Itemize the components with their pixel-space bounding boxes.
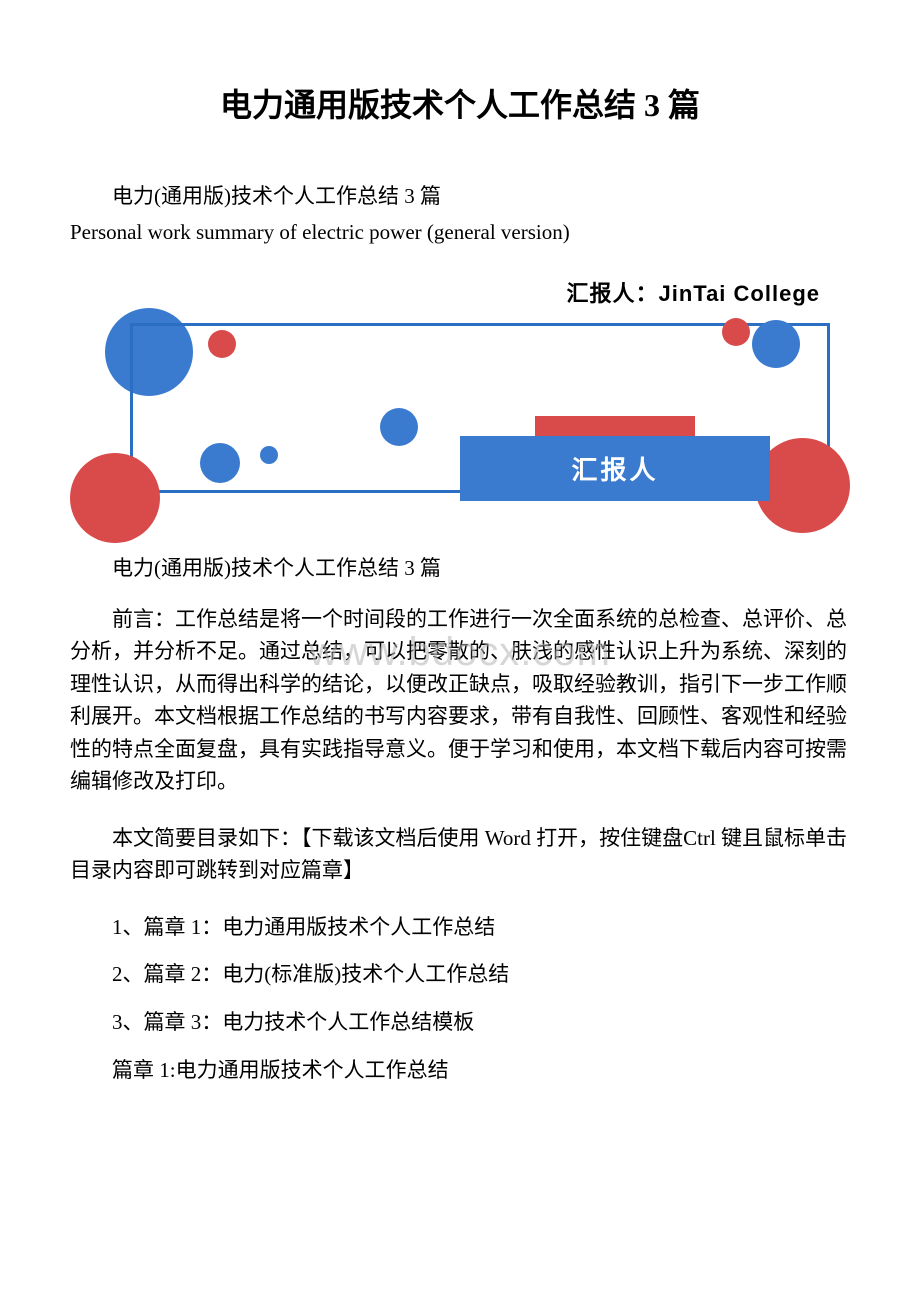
page-title: 电力通用版技术个人工作总结 3 篇 (70, 80, 850, 126)
circle-blue (260, 446, 278, 464)
reporter-line: 汇报人：JinTai College (566, 276, 820, 308)
circle-red (70, 453, 160, 543)
subtitle-english: Personal work summary of electric power … (70, 217, 850, 249)
subtitle-chinese: 电力(通用版)技术个人工作总结 3 篇 (70, 181, 850, 213)
toc-item: 3、篇章 3：电力技术个人工作总结模板 (70, 1006, 850, 1040)
toc-item: 2、篇章 2：电力(标准版)技术个人工作总结 (70, 958, 850, 992)
toc-item: 1、篇章 1：电力通用版技术个人工作总结 (70, 911, 850, 945)
section-heading: 电力(通用版)技术个人工作总结 3 篇 (70, 553, 850, 585)
toc-intro: 本文简要目录如下：【下载该文档后使用 Word 打开，按住键盘Ctrl 键且鼠标… (70, 822, 850, 887)
circle-blue (380, 408, 418, 446)
circle-red (722, 318, 750, 346)
circle-blue (752, 320, 800, 368)
preface-paragraph: 前言：工作总结是将一个时间段的工作进行一次全面系统的总检查、总评价、总分析，并分… (70, 603, 850, 798)
reporter-box: 汇报人 (460, 436, 770, 501)
banner-graphic: 汇报人：JinTai College 汇报人 (70, 268, 850, 528)
chapter-heading: 篇章 1:电力通用版技术个人工作总结 (70, 1054, 850, 1088)
circle-blue (200, 443, 240, 483)
